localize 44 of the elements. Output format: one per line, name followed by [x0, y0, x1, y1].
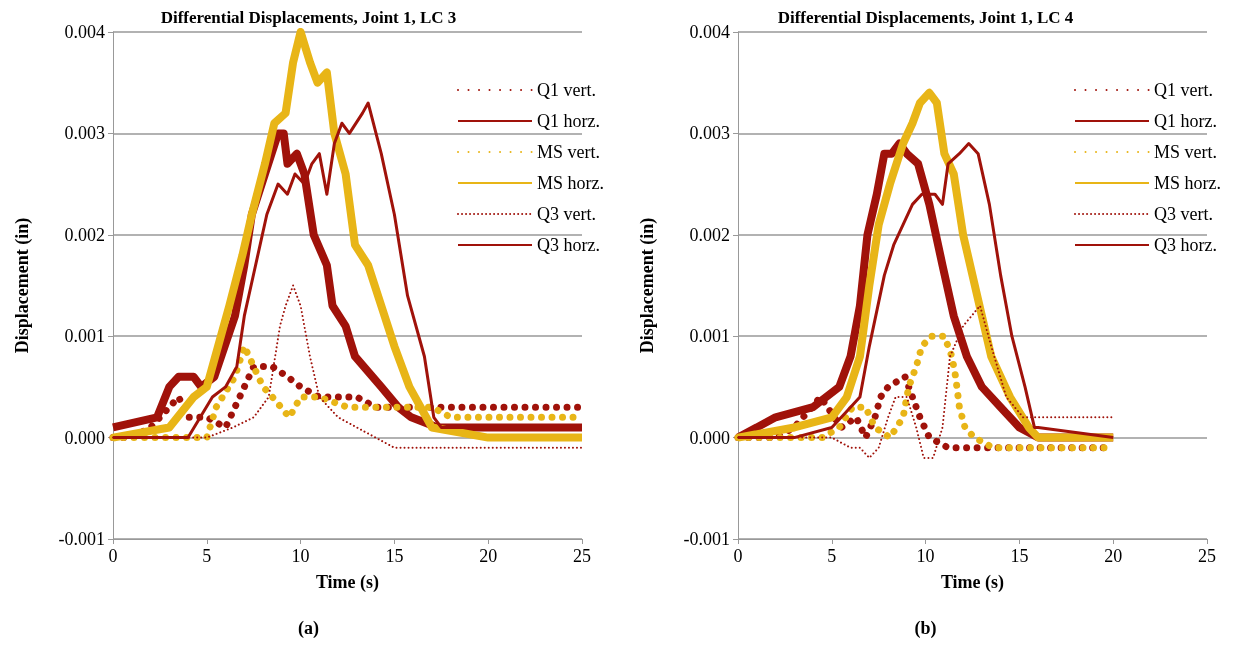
legend-label: Q3 horz. — [537, 235, 600, 255]
y-axis-title: Displacement (in) — [12, 217, 33, 354]
y-tick-label: 0.001 — [64, 326, 105, 347]
legend-label: MS horz. — [537, 173, 604, 193]
legend-label: Q1 vert. — [1154, 80, 1213, 100]
y-tick-label: 0.004 — [689, 22, 730, 42]
y-tick-label: 0.003 — [689, 123, 730, 144]
x-tick-label: 25 — [573, 546, 591, 566]
legend-label: Q3 horz. — [1154, 235, 1217, 255]
legend-label: MS vert. — [1154, 142, 1217, 162]
text: (b) — [914, 618, 937, 639]
y-tick-label: 0.003 — [64, 123, 105, 144]
x-tick-label: 10 — [291, 546, 310, 566]
x-tick-label: 10 — [916, 546, 935, 566]
legend-label: Q1 horz. — [537, 111, 600, 131]
y-tick-label: -0.001 — [58, 529, 105, 549]
x-tick-label: 0 — [733, 546, 743, 566]
x-tick-label: 20 — [479, 546, 498, 566]
x-tick-label: 0 — [108, 546, 118, 566]
x-tick-label: 15 — [385, 546, 404, 566]
y-tick-label: 0.000 — [689, 427, 730, 448]
legend-label: MS horz. — [1154, 173, 1221, 193]
x-tick-label: 5 — [202, 546, 212, 566]
legend-label: Q3 vert. — [1154, 204, 1213, 224]
legend-label: Q1 vert. — [537, 80, 596, 100]
y-tick-label: 0.001 — [689, 326, 730, 347]
x-tick-label: 20 — [1104, 546, 1123, 566]
y-tick-label: 0.002 — [689, 224, 730, 245]
y-tick-label: -0.001 — [683, 529, 730, 549]
chart-title: Differential Displacements, Joint 1, LC 4 — [777, 8, 1074, 27]
x-axis-title: Time (s) — [315, 572, 380, 593]
legend-label: Q1 horz. — [1154, 111, 1217, 131]
y-tick-label: 0.000 — [64, 427, 105, 448]
legend-label: MS vert. — [537, 142, 600, 162]
y-axis-title: Displacement (in) — [637, 217, 658, 354]
y-tick-label: 0.002 — [64, 224, 105, 245]
x-axis-title: Time (s) — [940, 572, 1005, 593]
x-tick-label: 15 — [1010, 546, 1029, 566]
legend-label: Q3 vert. — [537, 204, 596, 224]
y-tick-label: 0.004 — [64, 22, 105, 42]
x-tick-label: 25 — [1198, 546, 1216, 566]
text: (a) — [298, 618, 320, 639]
x-tick-label: 5 — [827, 546, 837, 566]
chart-title: Differential Displacements, Joint 1, LC 3 — [160, 8, 457, 27]
